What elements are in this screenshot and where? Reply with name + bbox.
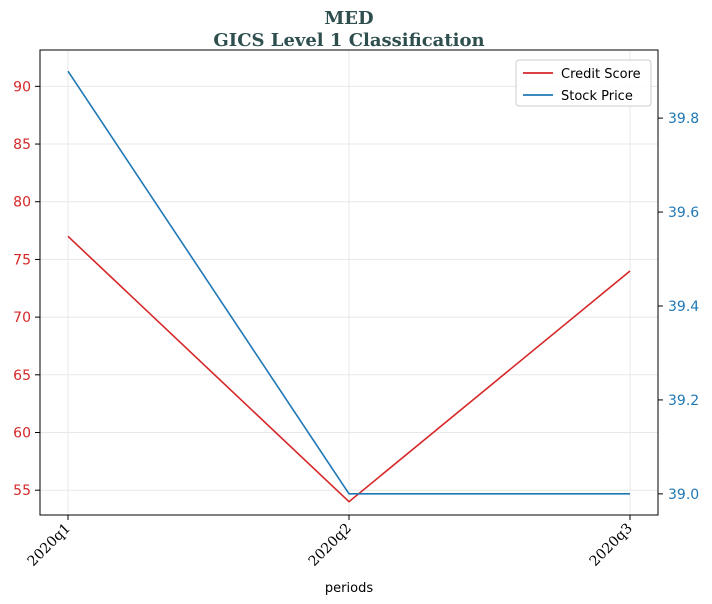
chart-subtitle: GICS Level 1 Classification: [213, 30, 484, 51]
y-left-tick-label: 90: [13, 79, 31, 95]
x-tick-label: 2020q3: [587, 521, 636, 570]
series-line-stock-price: [67, 70, 630, 495]
x-axis: 2020q1 2020q2 2020q3: [25, 515, 636, 570]
legend: Credit Score Stock Price: [515, 59, 652, 107]
y-left-tick-label: 60: [13, 426, 31, 442]
y-right-tick-label: 39.2: [668, 393, 699, 409]
x-axis-label: periods: [325, 581, 373, 596]
y-right-tick-label: 39.0: [668, 487, 699, 503]
y-left-tick-label: 65: [13, 368, 31, 384]
grid: [40, 50, 658, 515]
y-left-axis: 55 60 65 70 75 80 85 90: [13, 79, 40, 499]
y-right-tick-label: 39.6: [668, 205, 699, 221]
y-right-tick-label: 39.8: [668, 111, 699, 127]
y-left-tick-label: 85: [13, 137, 31, 153]
x-tick-label: 2020q2: [306, 521, 355, 570]
series-lines: [67, 70, 631, 503]
legend-entry: Credit Score: [561, 67, 641, 82]
y-left-tick-label: 80: [13, 195, 31, 211]
chart-title: MED: [324, 8, 373, 29]
y-left-tick-label: 55: [13, 483, 31, 499]
y-right-axis: 39.0 39.2 39.4 39.6 39.8: [658, 111, 699, 503]
series-line-credit-score: [67, 235, 631, 503]
legend-entry: Stock Price: [561, 89, 633, 104]
x-tick-label: 2020q1: [25, 521, 74, 570]
y-left-tick-label: 70: [13, 310, 31, 326]
y-right-tick-label: 39.4: [668, 299, 699, 315]
y-left-tick-label: 75: [13, 252, 31, 268]
